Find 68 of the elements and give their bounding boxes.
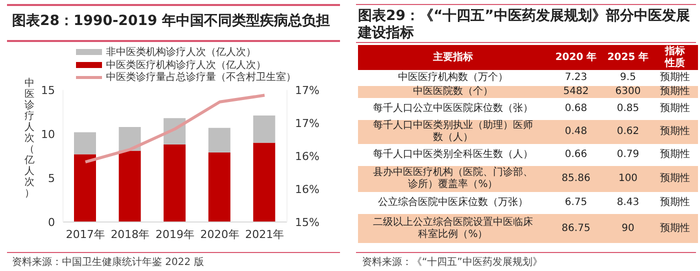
line-series — [84, 94, 266, 164]
text: 7.23 — [564, 72, 588, 83]
legend-label: 中医类诊疗量占总诊疗量（不含村卫生室） — [105, 72, 296, 84]
text: 86.75 — [562, 222, 590, 234]
y2-tick-label: 17% — [295, 116, 320, 130]
text: 每千人口中医类别全科医生数（人） — [373, 149, 533, 160]
y-tick-label: 10 — [41, 128, 55, 141]
text: 0.68 — [564, 103, 588, 114]
y2-tick-label: 15% — [295, 216, 320, 229]
x-tick-label: 2018年 — [110, 228, 150, 241]
text: 公立综合医院中医床位数（万张） — [378, 197, 528, 208]
text: 预期性 — [660, 222, 690, 234]
y-tick-label: 0 — [48, 216, 55, 229]
bar — [118, 126, 141, 151]
x-tick-label: 2019年 — [156, 228, 194, 241]
text: 县办中医医疗机构（医院、门诊部、诊所）覆盖率（%） — [373, 167, 533, 190]
legend-label: 中医类医疗机构诊疗人次（亿人次） — [105, 60, 267, 72]
y2-tick-label: 17% — [295, 84, 320, 97]
text: 预期性 — [660, 173, 690, 184]
x-tick-label: 2017年 — [66, 228, 105, 241]
text: 资料来源：《“十四五”中医药发展规划》 — [362, 256, 542, 269]
text: 预期性 — [660, 126, 690, 137]
legend-label: 非中医类机构诊疗人次（亿人次） — [105, 47, 257, 60]
text: 6300 — [615, 86, 641, 97]
category-label: 主要指标 — [432, 50, 474, 64]
bar — [74, 132, 96, 154]
text: 资料来源：中国卫生健康统计年鉴 2022 版 — [12, 256, 204, 269]
text: 100 — [618, 173, 638, 184]
text: 中医诊疗人次（亿人次） — [24, 78, 34, 199]
y2-tick-label: 16% — [295, 182, 320, 196]
text: 0.85 — [616, 103, 640, 114]
text: 预期性 — [660, 72, 690, 83]
y-tick-label: 5 — [48, 172, 55, 185]
text: 每千人口公立中医医院床位数（张） — [373, 103, 533, 114]
bar — [208, 152, 230, 222]
text: 二级以上公立综合医院设置中医临床科室比例（%） — [373, 216, 533, 240]
text: 9.5 — [620, 72, 636, 83]
y-tick-label: 15 — [41, 84, 55, 97]
bar — [118, 150, 141, 222]
category-label: 2025 年 — [606, 50, 650, 64]
text: 5482 — [563, 86, 589, 97]
text: 90 — [622, 222, 634, 234]
x-tick-label: 2020年 — [200, 228, 240, 241]
x-tick-label: 2021年 — [245, 228, 284, 241]
text: 中医医疗机构数（万个） — [398, 72, 508, 83]
text: 预期性 — [660, 103, 690, 114]
bar — [253, 142, 276, 222]
bar — [164, 144, 186, 222]
category-label: 指标性质 — [664, 45, 686, 70]
chart-title: 图表28：1990-2019 年中国不同类型疾病总负担 — [12, 12, 330, 30]
text: 0.62 — [616, 126, 640, 137]
text: 85.86 — [562, 173, 590, 184]
text: 0.48 — [564, 126, 588, 137]
text: 预期性 — [660, 86, 690, 97]
text: 每千人口中医类别执业（助理）医师数（人） — [373, 120, 533, 143]
bar — [253, 116, 276, 143]
text: 0.66 — [564, 149, 588, 160]
text: 中医医院数（个） — [413, 86, 493, 97]
bar — [208, 128, 230, 152]
text: 预期性 — [660, 149, 690, 160]
y2-tick-label: 16% — [295, 150, 320, 163]
text: 6.75 — [564, 197, 588, 208]
bar — [74, 154, 96, 222]
category-label: 2020 年 — [554, 50, 598, 64]
text: 图表29：《“十四五”中医药发展规划》部分中医发展建设指标 — [358, 8, 691, 42]
text: 预期性 — [660, 197, 690, 208]
text: 8.43 — [616, 197, 640, 208]
text: 0.79 — [616, 149, 640, 160]
